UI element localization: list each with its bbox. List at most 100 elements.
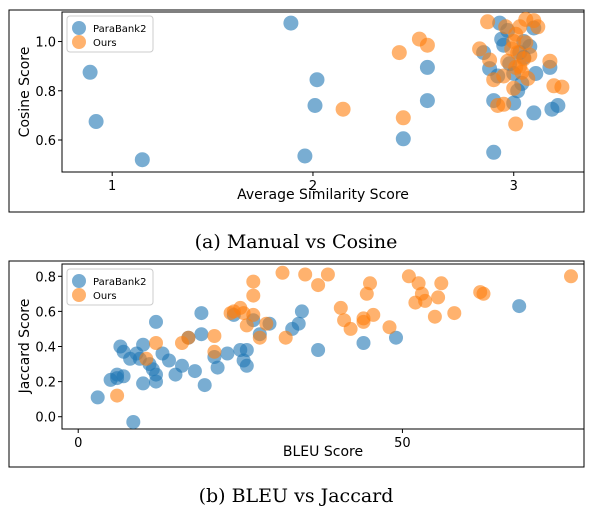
panel-b-point-ours-12	[246, 307, 261, 322]
panel-a-point-ours-1	[391, 45, 407, 61]
panel-b-point-parabank2-44	[162, 353, 176, 368]
panel-a-caption: (a) Manual vs Cosine	[195, 231, 398, 253]
panel-b-caption: (b) BLEU vs Jaccard	[199, 485, 394, 507]
panel-a-y-tick-label-1: 0.8	[35, 85, 56, 100]
panel-a-legend-marker-ours	[72, 35, 86, 49]
panel-a-y-tick-label-0: 0.6	[35, 134, 56, 149]
panel-b-point-ours-35	[418, 293, 433, 308]
panel-b-point-parabank2-16	[149, 374, 163, 389]
panel-b-y-tick-label-4: 0.8	[35, 270, 56, 285]
panel-a-legend-marker-parabank2	[72, 21, 86, 35]
panel-b-point-ours-13	[246, 288, 261, 303]
panel-b-point-ours-6	[207, 329, 222, 343]
panel-b-legend-label-ours: Ours	[93, 291, 117, 302]
panel-a-point-parabank2-26	[544, 101, 560, 117]
panel-b-point-ours-20	[311, 278, 326, 293]
panel-b-point-ours-21	[320, 267, 335, 282]
panel-a-point-parabank2-3	[283, 15, 299, 31]
panel-b-x-tick-label-1: 50	[394, 436, 411, 451]
panel-b-y-tick-label-1: 0.2	[35, 376, 56, 391]
panel-b-points	[90, 265, 578, 429]
panel-b-point-parabank2-27	[220, 346, 235, 361]
panel-b-point-ours-4	[181, 330, 196, 345]
panel-b-point-parabank2-10	[136, 337, 151, 352]
panel-a-point-ours-24	[542, 53, 558, 69]
panel-b-point-parabank2-0	[90, 390, 105, 405]
panel-a-point-parabank2-9	[419, 93, 435, 109]
panel-b-point-ours-28	[363, 276, 377, 291]
panel-b-point-ours-1	[139, 351, 154, 366]
panel-a-point-ours-27	[498, 19, 514, 35]
panel-b-point-ours-16	[259, 316, 274, 331]
panel-a-point-parabank2-0	[82, 64, 98, 80]
panel-b-x-tick-label-0: 0	[74, 436, 82, 451]
panel-b-point-ours-19	[298, 267, 313, 282]
panel-b-point-parabank2-21	[187, 364, 202, 379]
panel-b-point-ours-5	[207, 344, 222, 359]
panel-a-point-parabank2-1	[88, 114, 104, 129]
panel-a-x-tick-label-0: 1	[108, 179, 116, 194]
panel-a-point-parabank2-5	[309, 72, 325, 88]
panel-a-x-axis-label: Average Similarity Score	[237, 187, 409, 203]
panel-a-y-axis-label: Cosine Score	[17, 47, 33, 138]
panel-b-point-ours-0	[110, 388, 125, 403]
panel-b-point-ours-31	[401, 269, 416, 284]
panel-a-x-ticks: 1 2 3	[108, 172, 518, 194]
chart-panel-a: 1 2 3 0.6 0.8 1.0 Average Similarity Score C…	[8, 9, 585, 253]
panel-b-y-tick-label-3: 0.6	[35, 305, 56, 320]
panel-a-point-ours-21	[522, 47, 538, 63]
panel-a-point-parabank2-7	[395, 131, 411, 147]
panel-b-x-axis-label: BLEU Score	[283, 444, 363, 460]
panel-b-point-ours-17	[275, 265, 290, 280]
panel-b-point-ours-24	[343, 321, 358, 336]
panel-b-point-parabank2-40	[356, 336, 371, 350]
panel-b-point-parabank2-24	[197, 378, 212, 393]
panel-a-point-parabank2-29	[486, 144, 502, 160]
panel-b-point-ours-14	[246, 274, 261, 289]
panel-a-x-tick-label-1: 2	[309, 179, 317, 194]
panel-b-legend-label-parabank2: ParaBank2	[93, 277, 146, 288]
panel-b-point-parabank2-38	[294, 304, 309, 319]
panel-b-point-parabank2-26	[210, 360, 225, 375]
panel-a-point-ours-6	[480, 14, 496, 30]
panel-b-point-parabank2-39	[311, 343, 326, 357]
panel-b-point-ours-27	[359, 286, 374, 301]
panel-a-y-ticks: 0.6 0.8 1.0	[35, 36, 62, 149]
panel-a-legend-box	[66, 15, 154, 53]
panel-b-point-ours-30	[382, 320, 397, 335]
panel-b-point-parabank2-23	[194, 306, 209, 321]
panel-a-point-ours-20	[520, 71, 536, 86]
panel-b-point-ours-29	[366, 307, 381, 322]
panel-b-point-ours-18	[278, 330, 293, 345]
panel-a-point-ours-33	[508, 59, 524, 75]
panel-b-point-ours-2	[149, 336, 163, 350]
panel-b-point-ours-39	[447, 306, 462, 321]
panel-b-point-ours-42	[564, 269, 578, 284]
panel-b-legend-marker-parabank2	[72, 274, 86, 288]
panel-a-point-ours-5	[472, 41, 488, 57]
panel-b-point-parabank2-41	[389, 330, 403, 345]
panel-a-legend-label-ours: Ours	[93, 38, 117, 49]
panel-b-point-ours-22	[333, 300, 348, 315]
panel-a-point-ours-4	[419, 37, 435, 53]
panel-a-point-parabank2-27	[526, 105, 542, 121]
panel-a-point-ours-7	[482, 52, 498, 68]
panel-b-legend-box	[66, 268, 154, 306]
panel-b-point-parabank2-14	[149, 314, 163, 329]
panel-a-point-ours-10	[496, 96, 512, 112]
panel-b-point-parabank2-42	[512, 299, 527, 314]
panel-b-point-ours-37	[431, 290, 446, 305]
panel-a-point-ours-26	[554, 79, 570, 95]
panel-b-y-ticks: 0.0 0.2 0.4 0.6 0.8	[35, 270, 62, 426]
panel-b-point-parabank2-5	[116, 369, 131, 384]
panel-a-point-parabank2-4	[297, 148, 313, 164]
panel-b-point-ours-33	[411, 276, 426, 291]
panel-b-point-parabank2-37	[291, 316, 306, 331]
panel-a-y-tick-label-2: 1.0	[35, 36, 56, 51]
panel-a-plot-area	[61, 11, 585, 173]
panel-a-point-ours-0	[335, 101, 351, 117]
panel-a-point-ours-30	[496, 68, 512, 84]
panel-b-point-ours-15	[252, 330, 267, 345]
panel-b-point-ours-36	[427, 309, 442, 324]
